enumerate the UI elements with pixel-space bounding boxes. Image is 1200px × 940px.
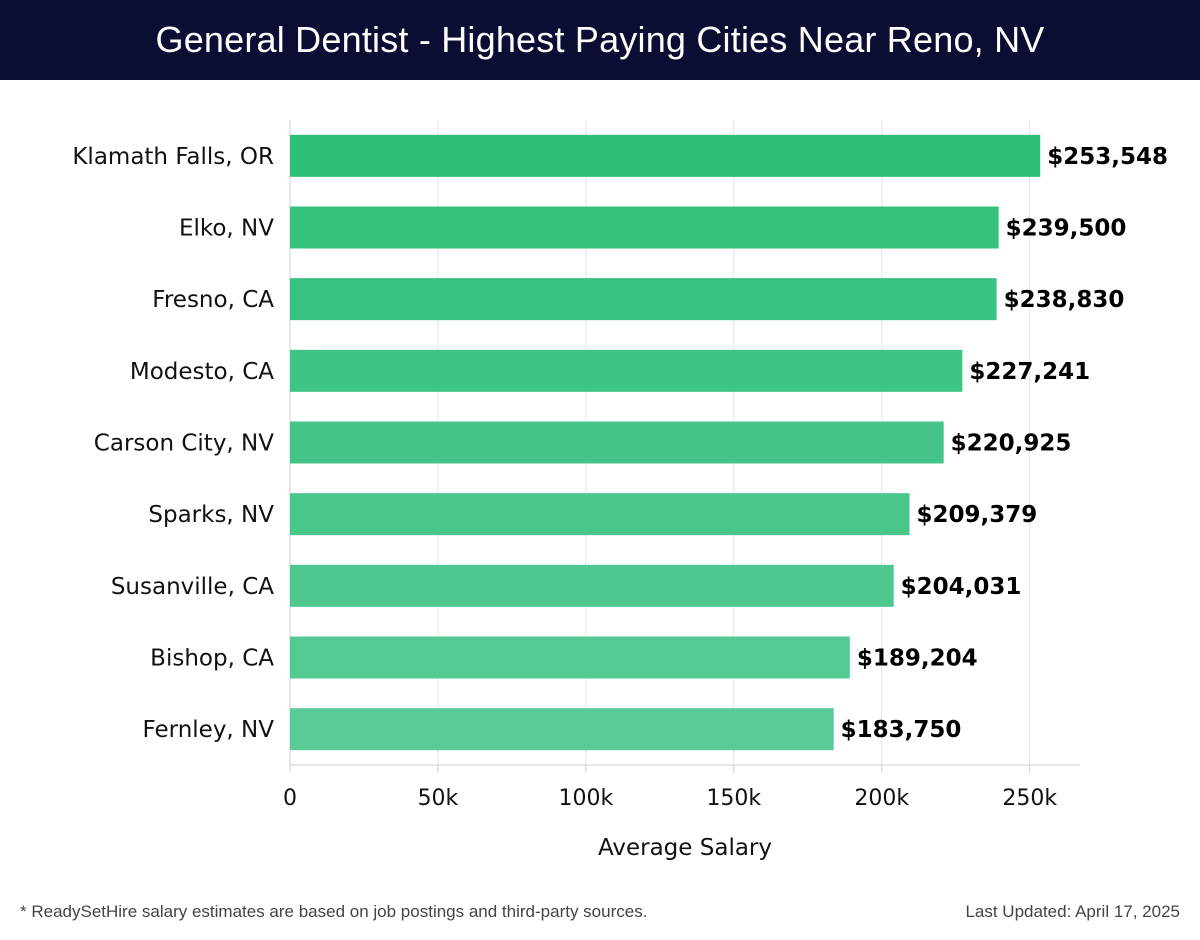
- x-tick-label: 250k: [1002, 786, 1057, 811]
- bar: [290, 493, 910, 536]
- bar: [290, 636, 850, 679]
- bar: [290, 349, 963, 392]
- bar: [290, 278, 997, 321]
- value-label: $209,379: [917, 502, 1038, 528]
- bar: [290, 206, 999, 249]
- value-label: $238,830: [1004, 287, 1125, 313]
- x-tick-label: 200k: [854, 786, 909, 811]
- bar-chart: 0 50k 100k 150k 200k 250k Klamath Falls, OR $25…: [72, 120, 1168, 861]
- x-tick-label: 50k: [418, 786, 459, 811]
- value-label: $239,500: [1006, 216, 1127, 242]
- category-label: Klamath Falls, OR: [72, 144, 274, 170]
- value-label: $183,750: [841, 717, 962, 743]
- value-label: $253,548: [1047, 144, 1168, 170]
- footer-note: * ReadySetHire salary estimates are base…: [20, 902, 648, 921]
- category-label: Elko, NV: [179, 216, 274, 242]
- category-label: Bishop, CA: [150, 646, 274, 672]
- bar: [290, 564, 894, 607]
- value-label: $204,031: [901, 574, 1022, 600]
- value-label: $189,204: [857, 646, 978, 672]
- value-label: $220,925: [951, 431, 1072, 457]
- category-label: Sparks, NV: [148, 502, 274, 528]
- chart-title: General Dentist - Highest Paying Cities …: [155, 19, 1045, 60]
- category-label: Fernley, NV: [143, 717, 275, 743]
- x-tick-label: 150k: [706, 786, 761, 811]
- bar: [290, 708, 834, 751]
- category-label: Fresno, CA: [152, 287, 274, 313]
- category-label: Susanville, CA: [111, 574, 274, 600]
- category-label: Modesto, CA: [130, 359, 274, 385]
- category-label: Carson City, NV: [94, 431, 274, 457]
- bar: [290, 421, 944, 464]
- last-updated: Last Updated: April 17, 2025: [965, 902, 1180, 921]
- x-axis-title: Average Salary: [598, 835, 772, 861]
- x-tick-label: 100k: [559, 786, 614, 811]
- value-label: $227,241: [969, 359, 1090, 385]
- bar: [290, 134, 1041, 177]
- chart-header: General Dentist - Highest Paying Cities …: [0, 0, 1200, 80]
- x-tick-label: 0: [283, 786, 297, 811]
